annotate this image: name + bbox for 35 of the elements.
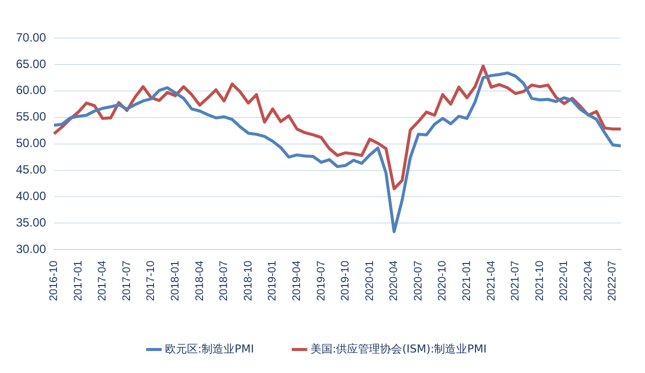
- x-tick-label: 2021-10: [534, 260, 546, 302]
- x-tick-label: 2021-01: [460, 260, 473, 302]
- x-tick-label: 2019-10: [340, 260, 352, 302]
- y-tick-label: 30.00: [16, 242, 46, 256]
- x-tick-label: 2021-07: [510, 260, 522, 302]
- x-tick-label: 2022-04: [582, 260, 594, 302]
- x-tick-label: 2017-01: [72, 260, 84, 302]
- x-tick-label: 2020-07: [412, 260, 424, 302]
- x-tick-label: 2018-07: [218, 260, 230, 302]
- x-tick-label: 2018-04: [194, 260, 206, 302]
- x-tick-label: 2017-07: [120, 260, 133, 302]
- y-tick-label: 50.00: [16, 136, 46, 150]
- x-tick-label: 2021-04: [485, 260, 498, 302]
- y-tick-label: 40.00: [16, 189, 46, 204]
- y-tick-label: 65.00: [16, 56, 46, 71]
- x-tick-label: 2017-04: [96, 260, 109, 302]
- legend-label: 美国:供应管理协会(ISM):制造业PMI: [310, 342, 487, 356]
- x-tick-label: 2017-10: [145, 260, 158, 302]
- x-tick-label: 2022-07: [606, 260, 619, 302]
- y-tick-label: 60.00: [16, 83, 46, 98]
- y-tick-label: 45.00: [16, 162, 46, 177]
- x-tick-label: 2019-07: [315, 260, 328, 302]
- y-tick-label: 55.00: [16, 110, 46, 124]
- y-tick-label: 35.00: [16, 215, 46, 230]
- x-tick-label: 2016-10: [48, 260, 60, 302]
- x-tick-label: 2019-04: [290, 260, 303, 302]
- y-tick-label: 70.00: [16, 30, 46, 44]
- legend-label: 欧元区:制造业PMI: [164, 342, 254, 356]
- x-tick-label: 2018-01: [170, 260, 182, 302]
- x-tick-label: 2020-01: [364, 260, 376, 302]
- x-tick-label: 2018-10: [242, 260, 254, 302]
- x-tick-label: 2022-01: [558, 260, 570, 302]
- x-tick-label: 2019-01: [266, 260, 279, 302]
- x-tick-label: 2020-04: [388, 260, 400, 302]
- x-tick-label: 2020-10: [436, 260, 449, 302]
